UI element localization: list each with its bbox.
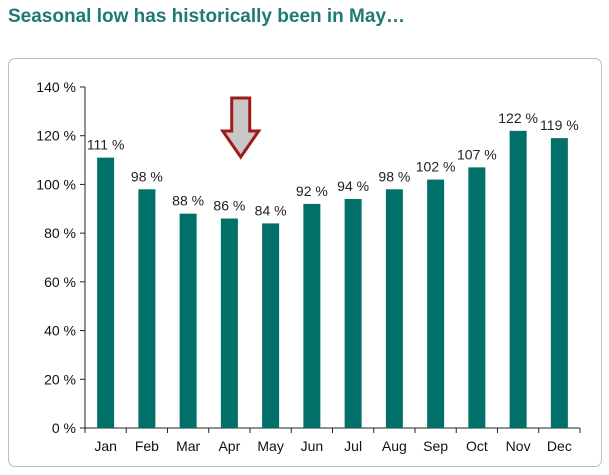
annotation-layer <box>219 96 262 160</box>
down-arrow-icon <box>219 96 262 160</box>
data-label-jan: 111 % <box>87 137 125 153</box>
bar-sep <box>427 179 445 428</box>
x-tick-label: Aug <box>382 438 407 454</box>
y-tick-label: 80 % <box>44 225 76 241</box>
x-tick-label: Jun <box>301 438 324 454</box>
bar-aug <box>385 189 403 428</box>
x-tick-label: Sep <box>423 438 448 454</box>
data-label-jun: 92 % <box>296 183 328 199</box>
chart-panel <box>8 58 602 467</box>
y-tick-label: 140 % <box>36 79 76 95</box>
chart-axes: 0 % 20 % 40 % 60 % 80 % 100 % 120 % 140 % Jan Feb… <box>36 79 581 454</box>
bar-mar <box>179 213 197 428</box>
data-label-dec: 119 % <box>540 117 579 133</box>
bar-series <box>97 130 568 429</box>
bar-jul <box>344 199 362 428</box>
data-label-mar: 88 % <box>172 193 204 209</box>
bar-jan <box>97 157 115 428</box>
bar-may <box>262 223 280 428</box>
y-tick-label: 40 % <box>44 323 76 339</box>
x-tick-label: Apr <box>218 438 240 454</box>
bar-feb <box>138 189 156 428</box>
x-tick-label: Mar <box>176 438 200 454</box>
chart-title: Seasonal low has historically been in Ma… <box>8 6 406 27</box>
x-tick-label: Jul <box>344 438 362 454</box>
data-labels: 111 % 98 % 88 % 86 % 84 % 92 % 94 % 98 % 102 %10… <box>87 110 579 219</box>
bar-jun <box>303 203 321 428</box>
data-label-oct: 107 % <box>457 146 497 162</box>
x-tick-label: Oct <box>466 438 488 454</box>
bar-nov <box>509 130 527 429</box>
x-tick-label: Feb <box>135 438 159 454</box>
data-label-feb: 98 % <box>131 168 163 184</box>
x-tick-label: May <box>257 438 283 454</box>
data-label-apr: 86 % <box>213 198 245 214</box>
y-tick-label: 20 % <box>44 371 76 387</box>
y-tick-label: 120 % <box>36 128 76 144</box>
y-tick-label: 0 % <box>52 420 76 436</box>
data-label-jul: 94 % <box>337 178 369 194</box>
x-tick-label: Dec <box>547 438 572 454</box>
y-tick-label: 100 % <box>36 176 76 192</box>
data-label-sep: 102 % <box>416 159 456 175</box>
x-tick-label: Jan <box>94 438 117 454</box>
bar-oct <box>468 167 486 428</box>
data-label-aug: 98 % <box>378 168 410 184</box>
bar-apr <box>220 218 238 428</box>
data-label-nov: 122 % <box>498 110 538 126</box>
x-tick-label: Nov <box>506 438 531 454</box>
y-tick-label: 60 % <box>44 274 76 290</box>
bar-dec <box>550 138 568 428</box>
data-label-may: 84 % <box>255 202 287 218</box>
